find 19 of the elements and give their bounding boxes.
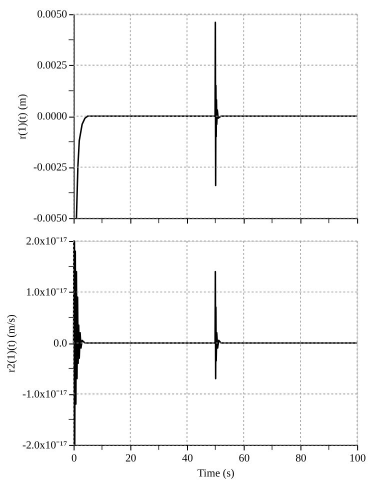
x-tick-label: 40	[182, 452, 194, 464]
y-tick-label: 0.0000	[37, 110, 68, 123]
y-tick-label: -0.0025	[33, 162, 68, 174]
x-tick-label: 20	[125, 452, 137, 464]
x-tick-label: 80	[295, 452, 307, 464]
x-tick-label: 100	[349, 452, 366, 464]
y-axis-title: r(1)(t) (m)	[16, 94, 28, 140]
y-tick-label: 0.0	[53, 337, 68, 350]
y-tick-label: 0.0050	[37, 8, 68, 21]
y-tick-label: -2.0x10⁻¹⁷	[22, 439, 68, 452]
y-tick-label: -0.0050	[33, 212, 68, 225]
x-tick-label: 60	[238, 452, 250, 464]
x-tick-label: 0	[71, 452, 78, 464]
y-tick-label: 0.0025	[37, 60, 68, 72]
y-axis-title: r2(1)(t) (m/s)	[5, 314, 18, 372]
y-tick-label: 1.0x10⁻¹⁷	[26, 286, 68, 298]
y-tick-label: 2.0x10⁻¹⁷	[26, 235, 68, 248]
y-tick-label: -1.0x10⁻¹⁷	[22, 388, 68, 400]
x-axis-title: Time (s)	[197, 467, 235, 480]
